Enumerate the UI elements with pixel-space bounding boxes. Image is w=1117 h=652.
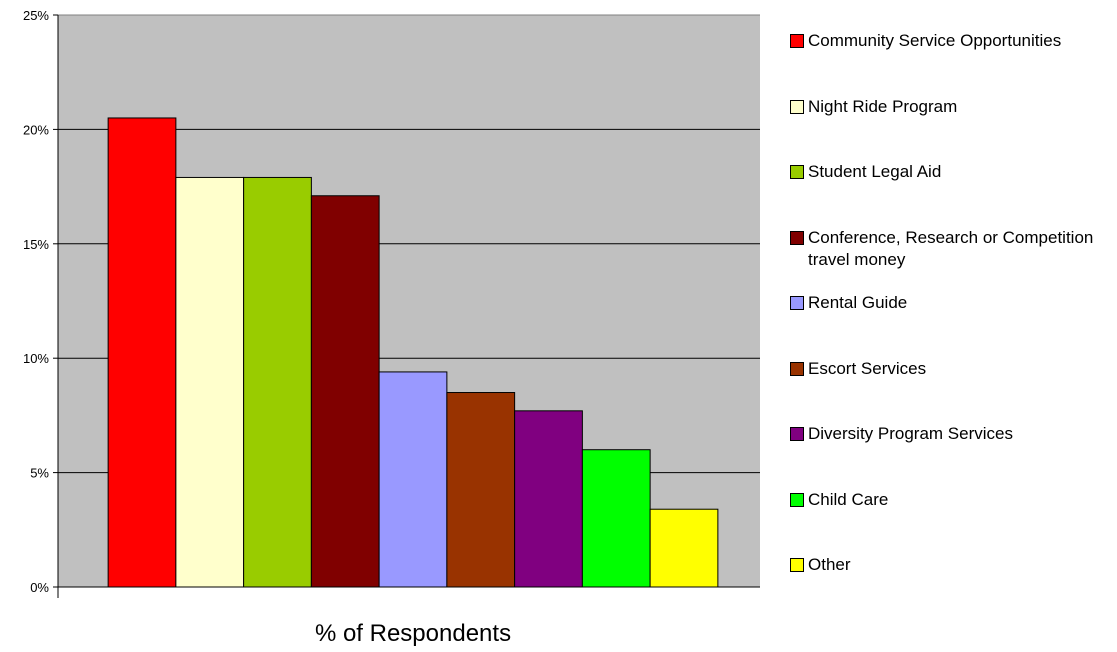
y-tick-label: 5% (30, 466, 49, 481)
bar-student-legal-aid (243, 176, 312, 588)
legend-swatch (790, 230, 804, 245)
legend-label: Other (808, 555, 851, 574)
legend-item: Diversity Program Services (790, 423, 1108, 445)
y-axis: 0% 5% 10% 15% 20% 25% (23, 8, 760, 598)
bar-conference-research-or-competition-travel-money (310, 195, 380, 588)
y-tick-label: 10% (23, 351, 49, 366)
legend-swatch (790, 34, 804, 48)
legend-label: Child Care (808, 489, 889, 509)
bar-other (649, 508, 719, 588)
bar-rental-guide (378, 371, 448, 588)
legend-label: Conference, Research or Competition trav… (808, 227, 1094, 269)
legend-item: Student Legal Aid (790, 161, 1108, 183)
x-axis-label: % of Respondents (315, 620, 511, 647)
bar-chart: 0% 5% 10% 15% 20% 25% % of Respondents (23, 8, 760, 647)
y-tick-label: 0% (30, 580, 49, 595)
bar-child-care (581, 449, 651, 588)
y-tick-label: 25% (23, 8, 49, 23)
legend-label: Night Ride Program (808, 96, 958, 116)
legend-label: Escort Services (808, 358, 927, 378)
y-tick-label: 15% (23, 237, 49, 252)
legend-label: Diversity Program Services (808, 424, 1013, 443)
legend-swatch (790, 99, 804, 114)
legend-item: Conference, Research or Competition trav… (790, 227, 1108, 271)
legend-item: Rental Guide (790, 292, 1108, 314)
legend-label: Student Legal Aid (808, 162, 942, 181)
legend-swatch (790, 165, 804, 179)
legend-item: Other (790, 554, 1108, 576)
bars (107, 117, 719, 588)
legend-item: Child Care (790, 489, 1108, 511)
legend-swatch (790, 558, 804, 572)
legend-item: Community Service Opportunities (790, 30, 1108, 52)
legend-swatch (790, 427, 804, 441)
bar-diversity-program-services (514, 410, 583, 588)
legend-swatch (790, 361, 804, 376)
bar-escort-services (446, 392, 516, 588)
legend-item: Escort Services (790, 358, 1108, 380)
legend-item: Night Ride Program (790, 96, 1108, 118)
bar-community-service-opportunities (107, 117, 177, 588)
legend-label: Community Service Opportunities (808, 31, 1062, 50)
legend-swatch (790, 296, 804, 310)
legend-swatch (790, 492, 804, 507)
legend-label: Rental Guide (808, 293, 908, 312)
y-tick-label: 20% (23, 122, 49, 137)
bar-night-ride-program (175, 176, 245, 588)
